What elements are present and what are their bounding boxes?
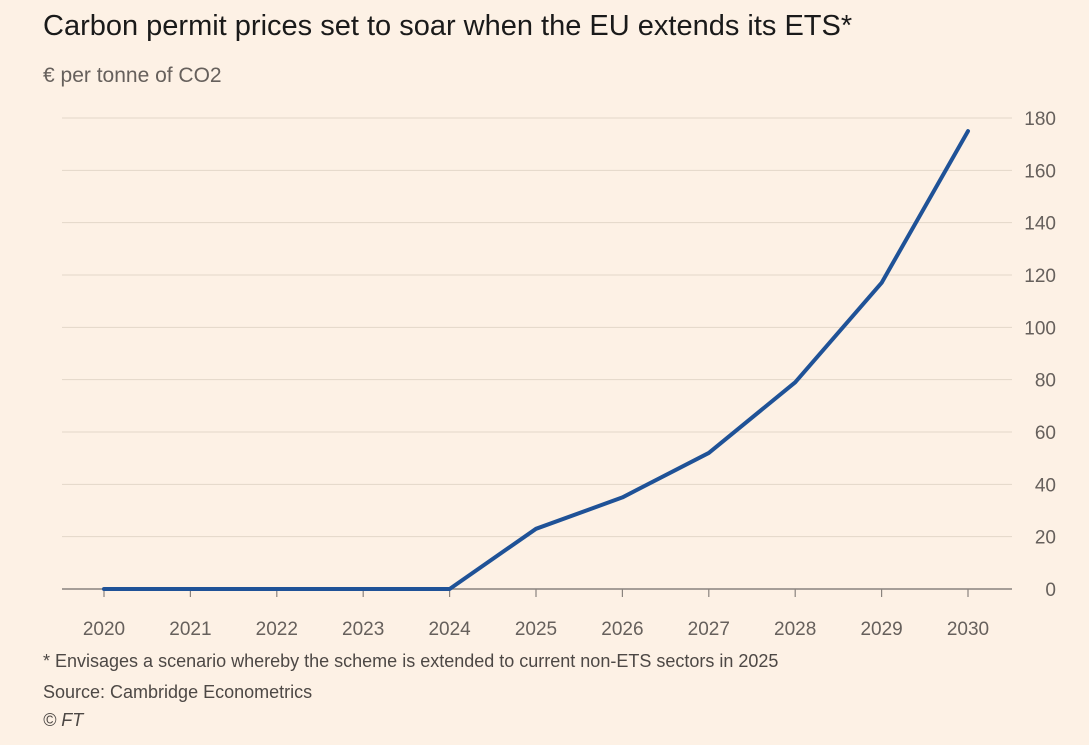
x-tick-label-2024: 2024 bbox=[428, 619, 471, 640]
source-note: Source: Cambridge Econometrics bbox=[43, 682, 313, 702]
x-tick-label-2029: 2029 bbox=[860, 619, 902, 640]
x-tick-label-2023: 2023 bbox=[342, 619, 384, 640]
x-tick-label-2025: 2025 bbox=[515, 619, 557, 640]
chart-subtitle: € per tonne of CO2 bbox=[43, 64, 222, 87]
y-tick-label-140: 140 bbox=[1024, 214, 1056, 235]
grid-lines bbox=[62, 117, 1012, 590]
y-tick-label-60: 60 bbox=[1035, 423, 1056, 444]
series-layer bbox=[102, 129, 970, 591]
y-tick-label-40: 40 bbox=[1035, 475, 1056, 496]
y-tick-label-80: 80 bbox=[1035, 371, 1056, 392]
y-axis-ticks: 0 20 40 60 80 100 120 140 160 180 bbox=[1024, 109, 1056, 601]
y-tick-label-0: 0 bbox=[1045, 580, 1056, 601]
y-tick-label-180: 180 bbox=[1024, 109, 1056, 130]
y-tick-label-100: 100 bbox=[1024, 318, 1056, 339]
y-tick-label-160: 160 bbox=[1024, 161, 1056, 182]
x-tick-label-2026: 2026 bbox=[601, 619, 643, 640]
footnote: * Envisages a scenario whereby the schem… bbox=[43, 651, 779, 671]
y-tick-label-120: 120 bbox=[1024, 266, 1056, 287]
x-tick-label-2028: 2028 bbox=[774, 619, 816, 640]
x-tick-label-2030: 2030 bbox=[947, 619, 989, 640]
x-tick-label-2020: 2020 bbox=[83, 619, 125, 640]
x-tick-label-2022: 2022 bbox=[256, 619, 298, 640]
copyright: © FT bbox=[43, 710, 84, 730]
x-tick-label-2027: 2027 bbox=[688, 619, 730, 640]
x-axis-ticks: 2020 2021 2022 2023 2024 2025 2026 2027 2028 2029… bbox=[83, 589, 989, 640]
x-tick-label-2021: 2021 bbox=[169, 619, 211, 640]
chart-title: Carbon permit prices set to soar when th… bbox=[43, 10, 853, 42]
series-line-0 bbox=[102, 129, 970, 591]
y-tick-label-20: 20 bbox=[1035, 528, 1056, 549]
